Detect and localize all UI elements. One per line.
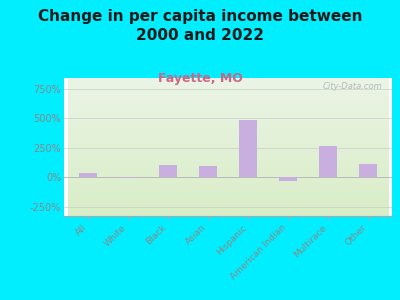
Bar <box>279 177 297 181</box>
Bar <box>119 177 137 178</box>
Bar <box>319 146 337 177</box>
Text: Change in per capita income between
2000 and 2022: Change in per capita income between 2000… <box>38 9 362 43</box>
Text: Fayette, MO: Fayette, MO <box>158 72 242 85</box>
Text: City-Data.com: City-Data.com <box>322 82 382 91</box>
Bar <box>359 164 377 177</box>
Bar <box>199 167 217 177</box>
Bar <box>159 165 177 177</box>
Bar <box>79 173 97 177</box>
Bar <box>239 121 257 177</box>
